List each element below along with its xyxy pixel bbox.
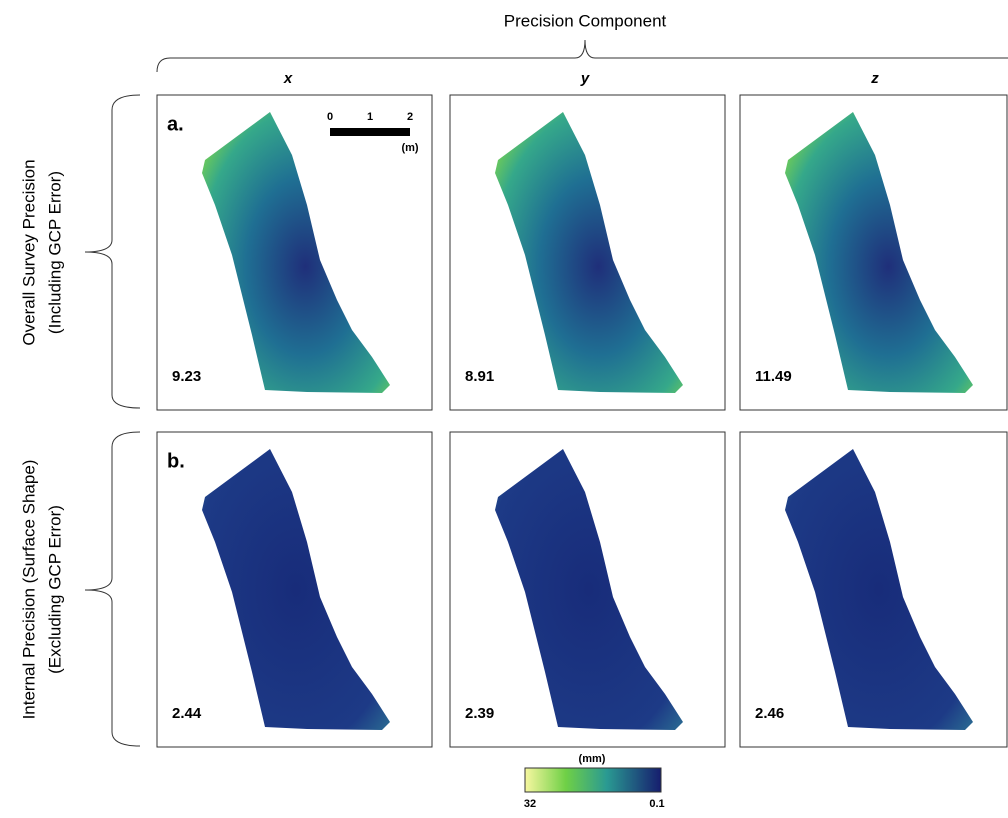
precision-value: 9.23 bbox=[172, 368, 201, 385]
row-label: (Including GCP Error) bbox=[45, 171, 64, 334]
colorbar-unit: (mm) bbox=[579, 753, 606, 765]
row-brace bbox=[85, 432, 140, 746]
figure-title: Precision Component bbox=[504, 11, 667, 30]
column-label: z bbox=[870, 70, 879, 87]
row-brace bbox=[85, 95, 140, 408]
precision-value: 2.44 bbox=[172, 705, 202, 722]
figure: Precision Component (mm) 32 0.1 x y z Overa… bbox=[0, 0, 1008, 818]
precision-value: 2.39 bbox=[465, 705, 494, 722]
panel-label: a. bbox=[167, 113, 184, 135]
precision-value: 2.46 bbox=[755, 705, 784, 722]
top-brace bbox=[157, 40, 1008, 72]
colorbar-max-label: 0.1 bbox=[649, 798, 664, 810]
colorbar-min-label: 32 bbox=[524, 798, 536, 810]
column-label: x bbox=[283, 70, 293, 87]
scale-bar-tick: 1 bbox=[367, 111, 373, 123]
scale-bar bbox=[330, 128, 410, 136]
precision-value: 11.49 bbox=[755, 368, 792, 385]
row-label: (Excluding GCP Error) bbox=[45, 505, 64, 674]
colorbar bbox=[525, 768, 661, 792]
scale-bar-tick: 2 bbox=[407, 111, 413, 123]
scale-bar-tick: 0 bbox=[327, 111, 333, 123]
scale-bar-unit: (m) bbox=[401, 142, 418, 154]
row-label: Overall Survey Precision bbox=[19, 159, 38, 345]
precision-value: 8.91 bbox=[465, 368, 494, 385]
column-label: y bbox=[580, 70, 590, 87]
page: {"header": {"title": "Precision Componen… bbox=[0, 0, 1008, 818]
row-label: Internal Precision (Surface Shape) bbox=[19, 460, 38, 720]
panel-label: b. bbox=[167, 450, 185, 472]
